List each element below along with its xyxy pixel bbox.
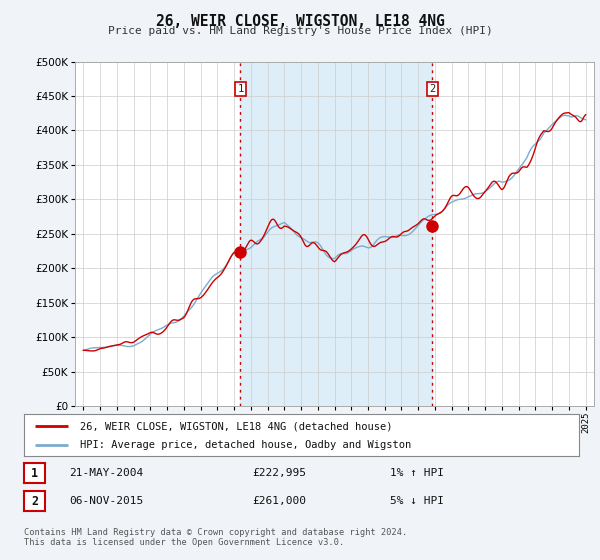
Text: 26, WEIR CLOSE, WIGSTON, LE18 4NG (detached house): 26, WEIR CLOSE, WIGSTON, LE18 4NG (detac… — [79, 421, 392, 431]
Text: 1% ↑ HPI: 1% ↑ HPI — [390, 468, 444, 478]
Text: 1: 1 — [237, 84, 244, 94]
Text: 2: 2 — [31, 494, 38, 508]
Text: 2: 2 — [430, 84, 436, 94]
Bar — [241, 62, 433, 406]
Text: 1: 1 — [31, 466, 38, 480]
Text: 26, WEIR CLOSE, WIGSTON, LE18 4NG: 26, WEIR CLOSE, WIGSTON, LE18 4NG — [155, 14, 445, 29]
Text: 21-MAY-2004: 21-MAY-2004 — [69, 468, 143, 478]
Text: £261,000: £261,000 — [252, 496, 306, 506]
Text: £222,995: £222,995 — [252, 468, 306, 478]
Text: 5% ↓ HPI: 5% ↓ HPI — [390, 496, 444, 506]
Text: Price paid vs. HM Land Registry's House Price Index (HPI): Price paid vs. HM Land Registry's House … — [107, 26, 493, 36]
Text: HPI: Average price, detached house, Oadby and Wigston: HPI: Average price, detached house, Oadb… — [79, 440, 411, 450]
Text: Contains HM Land Registry data © Crown copyright and database right 2024.
This d: Contains HM Land Registry data © Crown c… — [24, 528, 407, 547]
Text: 06-NOV-2015: 06-NOV-2015 — [69, 496, 143, 506]
